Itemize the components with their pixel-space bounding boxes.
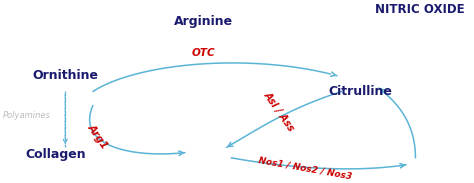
Text: Ornithine: Ornithine — [32, 69, 98, 82]
Text: Arginine: Arginine — [174, 15, 233, 28]
Text: Asl / Ass: Asl / Ass — [262, 90, 297, 133]
Text: OTC: OTC — [191, 48, 215, 58]
Text: Collagen: Collagen — [26, 148, 86, 161]
Text: Arg1: Arg1 — [85, 123, 109, 151]
Text: NITRIC OXIDE: NITRIC OXIDE — [375, 3, 465, 16]
Text: Citrulline: Citrulline — [328, 85, 392, 98]
Text: Nos1 / Nos2 / Nos3: Nos1 / Nos2 / Nos3 — [257, 156, 352, 181]
Text: Polyamines: Polyamines — [3, 111, 51, 120]
